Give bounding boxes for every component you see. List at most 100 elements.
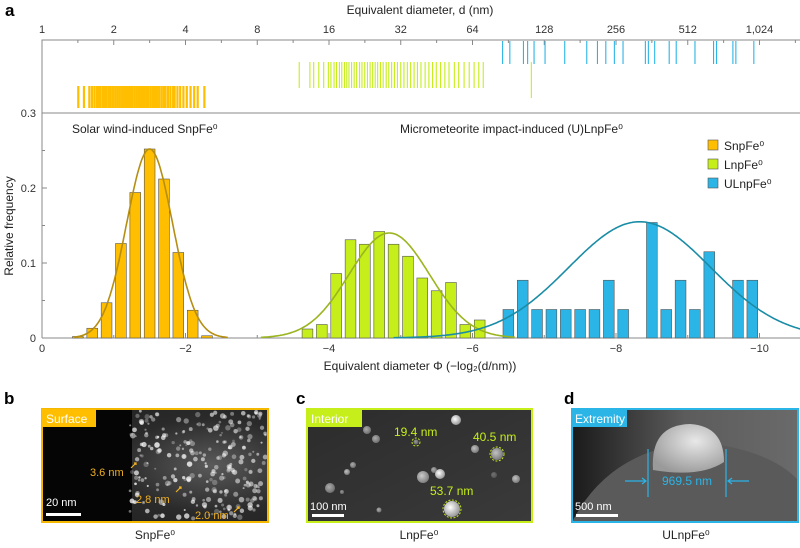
particle bbox=[137, 448, 142, 453]
micrograph-c: Interior 19.4 nm 40.5 nm 53.7 nm 100 nm bbox=[306, 408, 533, 523]
particle bbox=[147, 422, 150, 425]
particle bbox=[176, 514, 182, 520]
particle bbox=[233, 491, 239, 497]
fit-curve-snpfe bbox=[74, 148, 228, 339]
bar-ulnpfe bbox=[574, 309, 586, 339]
bar-lnpfe bbox=[402, 255, 414, 339]
annotation-2-0nm: 2.0 nm bbox=[195, 510, 229, 522]
particle bbox=[225, 425, 231, 431]
particle bbox=[208, 447, 212, 451]
particle bbox=[197, 422, 202, 427]
particle bbox=[134, 457, 140, 462]
particle bbox=[144, 432, 149, 438]
top-axis-title: Equivalent diameter, d (nm) bbox=[347, 3, 494, 17]
top-tick-label: 4 bbox=[182, 24, 188, 36]
particle bbox=[176, 417, 182, 423]
particle bbox=[164, 480, 171, 487]
particle bbox=[255, 484, 260, 489]
top-tick-label: 1,024 bbox=[746, 24, 774, 36]
particle bbox=[139, 454, 142, 457]
particle bbox=[191, 516, 196, 521]
particle bbox=[247, 502, 253, 508]
particle bbox=[186, 476, 192, 482]
top-tick-label: 1 bbox=[39, 24, 45, 36]
particle bbox=[245, 497, 250, 502]
measure-lines-d bbox=[647, 449, 727, 497]
particle bbox=[186, 441, 191, 446]
particle bbox=[251, 458, 256, 464]
nanoparticle bbox=[372, 435, 380, 443]
particle bbox=[247, 414, 252, 419]
scale-bar-c bbox=[312, 514, 344, 517]
y-tick-label: 0.2 bbox=[21, 183, 36, 195]
particle bbox=[128, 509, 132, 513]
particle bbox=[260, 441, 263, 444]
particle bbox=[129, 424, 132, 427]
particle bbox=[182, 475, 186, 480]
particle bbox=[256, 489, 261, 494]
particle bbox=[182, 492, 187, 497]
particle bbox=[219, 433, 222, 437]
particle bbox=[232, 469, 238, 475]
particle bbox=[161, 427, 165, 431]
x-tick-label: −8 bbox=[610, 343, 623, 355]
particle bbox=[257, 486, 261, 489]
particle bbox=[243, 483, 247, 487]
bar-lnpfe bbox=[387, 243, 400, 339]
particle bbox=[198, 451, 202, 455]
legend-swatch bbox=[707, 158, 719, 170]
particle bbox=[146, 462, 149, 465]
particle bbox=[202, 453, 207, 457]
particle bbox=[189, 440, 196, 447]
particle bbox=[258, 415, 262, 419]
particle bbox=[134, 492, 140, 498]
particle bbox=[219, 475, 225, 481]
particle bbox=[156, 488, 159, 492]
particle bbox=[252, 450, 255, 453]
micrograph-d-tag: Extremity bbox=[575, 412, 625, 426]
micrograph-b-dark-region bbox=[42, 409, 132, 522]
particle bbox=[219, 490, 223, 494]
x-axis-title: Equivalent diameter Φ (−log₂(d/nm)) bbox=[324, 359, 517, 373]
particle bbox=[214, 504, 218, 508]
bar-snpfe bbox=[201, 335, 213, 339]
particle bbox=[208, 513, 211, 516]
particle bbox=[140, 454, 144, 458]
particle bbox=[193, 456, 198, 462]
particle bbox=[222, 450, 228, 457]
particle bbox=[209, 477, 213, 482]
annotation-micrometeorite: Micrometeorite impact-induced (U)LnpFe⁰ bbox=[400, 122, 623, 136]
particle bbox=[140, 478, 145, 482]
particle bbox=[175, 432, 178, 435]
y-tick-label: 0.3 bbox=[21, 108, 36, 120]
bar-ulnpfe bbox=[517, 279, 529, 339]
particle bbox=[248, 469, 253, 475]
particle bbox=[214, 465, 219, 470]
particle bbox=[139, 420, 144, 426]
particle bbox=[213, 410, 218, 415]
annotation-2-8nm: 2.8 nm bbox=[136, 494, 170, 506]
micrograph-b: Surface 3.6 nm 2.8 nm 2.0 nm 20 nm bbox=[41, 408, 269, 523]
bar-snpfe bbox=[143, 148, 156, 339]
micrograph-d-tag-bg bbox=[572, 409, 627, 427]
particle bbox=[155, 482, 160, 487]
bar-ulnpfe bbox=[660, 309, 672, 339]
particle bbox=[138, 409, 142, 413]
particle bbox=[213, 425, 219, 431]
particle bbox=[182, 430, 186, 433]
particle bbox=[222, 507, 226, 511]
particle bbox=[151, 417, 156, 422]
particle bbox=[167, 481, 172, 486]
particle bbox=[253, 497, 258, 501]
particle bbox=[211, 487, 217, 493]
particle bbox=[258, 481, 264, 487]
rug-marks bbox=[77, 41, 755, 108]
particle bbox=[176, 446, 181, 451]
bar-ulnpfe bbox=[689, 309, 701, 339]
legend-swatch bbox=[707, 139, 719, 151]
nanoparticle bbox=[471, 445, 479, 453]
arrow-icons-b bbox=[130, 462, 240, 513]
particle bbox=[183, 508, 186, 512]
particle bbox=[224, 489, 227, 493]
particle bbox=[252, 488, 258, 494]
